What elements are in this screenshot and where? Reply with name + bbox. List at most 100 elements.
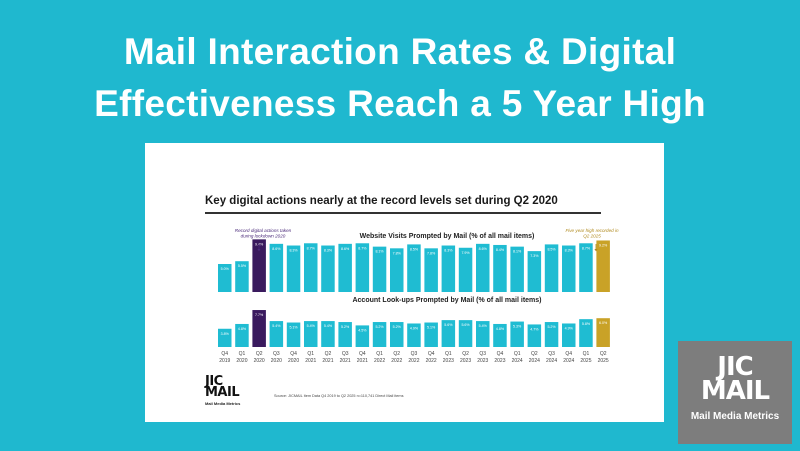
bar-s1-22: [596, 318, 610, 347]
tick-label-year-8: 2021: [357, 358, 368, 364]
data-label-s0-14: 7.9%: [461, 251, 470, 255]
tick-label-year-1: 2020: [236, 358, 247, 364]
title-divider: [205, 212, 601, 214]
data-label-s0-12: 7.8%: [427, 251, 436, 255]
tick-label-quarter-15: Q3: [479, 351, 486, 357]
annotation-1-line-1: Q2 2025: [583, 234, 601, 239]
data-label-s1-13: 5.6%: [444, 323, 453, 327]
tick-label-year-16: 2023: [494, 358, 505, 364]
bar-s0-13: [441, 245, 456, 292]
tick-label-year-20: 2024: [563, 358, 574, 364]
bar-s0-15: [476, 243, 490, 292]
bar-s1-11: [407, 323, 421, 347]
brand-mark-top: JIC: [717, 352, 753, 382]
data-label-s1-2: 7.7%: [255, 313, 264, 317]
tick-label-quarter-12: Q4: [428, 351, 435, 357]
bar-s1-4: [286, 322, 301, 347]
bar-s0-12: [424, 248, 438, 292]
data-label-s1-5: 5.4%: [307, 324, 316, 328]
bar-s1-16: [493, 323, 507, 347]
slide-title: Key digital actions nearly at the record…: [205, 195, 558, 207]
data-label-s1-19: 5.2%: [547, 325, 556, 329]
data-label-s0-7: 8.6%: [341, 247, 350, 251]
bar-s0-10: [390, 248, 404, 292]
tick-label-quarter-4: Q4: [290, 351, 297, 357]
bar-s0-14: [458, 247, 473, 292]
tick-label-quarter-13: Q1: [445, 351, 452, 357]
data-label-s1-14: 5.6%: [461, 323, 470, 327]
data-label-s0-8: 8.7%: [358, 246, 367, 250]
data-label-s1-22: 6.0%: [599, 321, 608, 325]
bar-s1-21: [579, 319, 593, 347]
data-label-s1-16: 4.8%: [496, 327, 505, 331]
tick-label-quarter-21: Q1: [583, 351, 590, 357]
bar-s0-18: [527, 251, 542, 292]
bar-s0-8: [355, 243, 370, 292]
data-label-s1-21: 5.8%: [582, 322, 591, 326]
data-label-s0-16: 8.4%: [496, 248, 505, 252]
data-label-s0-0: 5.0%: [221, 267, 230, 271]
tick-label-quarter-22: Q2: [600, 351, 607, 357]
bar-s1-5: [304, 321, 318, 347]
jicmail-brand-box: JIC MAIL Mail Media Metrics: [678, 341, 792, 444]
annotation-0-line-0: Record digital actions taken: [235, 228, 292, 233]
data-label-s0-21: 8.7%: [582, 246, 591, 250]
bar-s0-21: [579, 243, 593, 292]
data-label-s1-17: 5.3%: [513, 325, 522, 329]
data-label-s0-17: 8.1%: [513, 250, 522, 254]
bar-chart: Website Visits Prompted by Mail (% of al…: [218, 228, 619, 364]
data-label-s1-12: 5.1%: [427, 326, 436, 330]
data-label-s0-6: 8.3%: [324, 249, 333, 253]
annotation-arrowhead-1: [594, 249, 598, 252]
bar-s1-14: [458, 320, 473, 347]
tick-label-year-4: 2020: [288, 358, 299, 364]
tick-label-quarter-18: Q2: [531, 351, 538, 357]
tick-label-quarter-1: Q1: [239, 351, 246, 357]
bar-s1-10: [390, 322, 404, 347]
annotation-0-line-1: during lockdown 2020: [241, 234, 286, 239]
tick-label-year-11: 2022: [408, 358, 419, 364]
bar-s0-4: [286, 245, 301, 292]
bar-s1-2: [252, 310, 266, 347]
brand-mark: JIC MAIL: [678, 352, 792, 404]
tick-label-quarter-17: Q1: [514, 351, 521, 357]
data-label-s1-4: 5.1%: [289, 326, 298, 330]
tick-label-year-6: 2021: [322, 358, 333, 364]
bar-s1-6: [321, 321, 335, 347]
tick-label-quarter-6: Q2: [325, 351, 332, 357]
data-label-s0-20: 8.3%: [565, 249, 574, 253]
data-label-s0-4: 8.3%: [289, 249, 298, 253]
annotation-arrowhead-0: [257, 249, 261, 252]
bar-s1-3: [269, 321, 284, 347]
tick-label-quarter-11: Q3: [411, 351, 418, 357]
data-label-s0-22: 9.2%: [599, 243, 608, 247]
tick-label-year-22: 2025: [598, 358, 609, 364]
bar-s1-0: [218, 328, 232, 347]
tick-label-quarter-8: Q4: [359, 351, 366, 357]
headline-line-1: Mail Interaction Rates & Digital: [123, 31, 677, 72]
brand-tagline: Mail Media Metrics: [690, 411, 780, 422]
data-label-s0-11: 8.5%: [410, 247, 419, 251]
data-label-s1-9: 5.2%: [375, 325, 384, 329]
bar-s0-17: [510, 246, 524, 292]
bar-s1-19: [544, 322, 559, 347]
bar-s0-7: [338, 243, 352, 292]
data-label-s0-3: 8.6%: [272, 247, 281, 251]
data-label-s1-18: 4.7%: [530, 327, 539, 331]
data-label-s0-19: 8.5%: [547, 247, 556, 251]
bar-s0-3: [269, 243, 284, 292]
tick-label-year-21: 2025: [580, 358, 591, 364]
data-label-s0-10: 7.8%: [393, 251, 402, 255]
tick-label-year-13: 2023: [443, 358, 454, 364]
tick-label-year-3: 2020: [271, 358, 282, 364]
data-label-s1-1: 4.8%: [238, 327, 247, 331]
tick-label-year-2: 2020: [254, 358, 265, 364]
series-title-1: Account Look-ups Prompted by Mail (% of …: [352, 297, 541, 304]
bar-s0-6: [321, 245, 335, 292]
tick-label-year-17: 2024: [512, 358, 523, 364]
headline-line-2: Effectiveness Reach a 5 Year High: [94, 83, 706, 124]
data-label-s1-15: 5.4%: [479, 324, 488, 328]
tick-label-quarter-16: Q4: [497, 351, 504, 357]
data-label-s1-20: 4.9%: [565, 326, 574, 330]
logo-mark-top: JIC: [205, 374, 223, 389]
